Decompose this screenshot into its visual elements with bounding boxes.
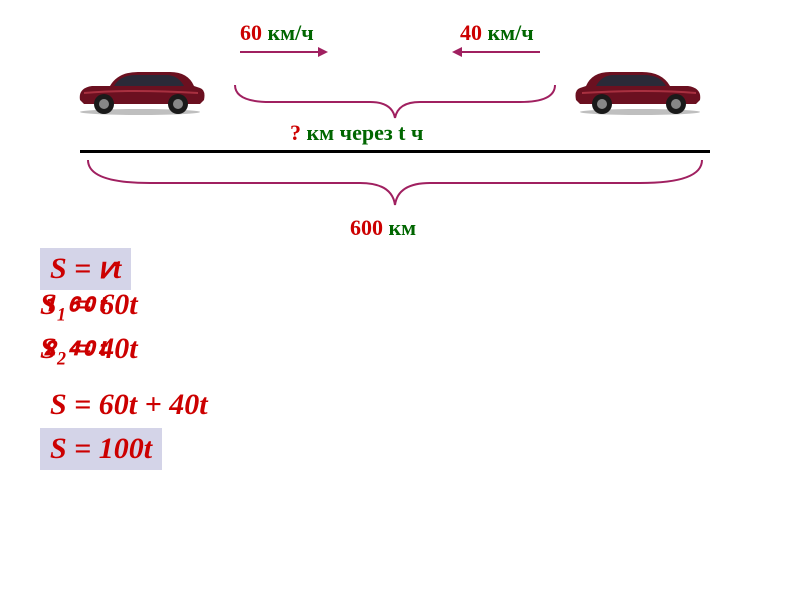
speed-right-label: 40 км/ч (460, 20, 534, 46)
arrow-right-icon (240, 46, 330, 58)
formulas-block: S = 𝑣t 𝟏 𝟔𝟎𝐭 S₁ = 60t 𝟐 𝟒𝟎𝐭 S₂ = 40t S =… (40, 240, 760, 464)
formula-s1-front: S₁ = 60t (40, 288, 138, 322)
brace-top-icon (230, 80, 560, 120)
speed-right-value: 40 (460, 20, 482, 45)
formula-s2-front: S₂ = 40t (40, 332, 138, 366)
question-mark: ? (290, 120, 301, 145)
car-right-icon (570, 60, 710, 115)
question-label: ? км через t ч (290, 120, 423, 146)
speed-right-unit: км/ч (488, 20, 534, 45)
road-line (80, 150, 710, 153)
total-distance-label: 600 км (350, 215, 416, 241)
arrow-left-icon (450, 46, 540, 58)
formula-s-vt: S = 𝑣t (40, 248, 131, 290)
formula-result: S = 100t (40, 428, 162, 470)
formula-s2: 𝟐 𝟒𝟎𝐭 S₂ = 40t (40, 332, 760, 372)
speed-left-value: 60 (240, 20, 262, 45)
question-text: км через t ч (307, 120, 424, 145)
car-left-icon (70, 60, 210, 115)
speed-left-unit: км/ч (268, 20, 314, 45)
speed-left-label: 60 км/ч (240, 20, 314, 46)
motion-diagram: 60 км/ч 40 км/ч ? км через t ч (80, 20, 720, 270)
formula-s1: 𝟏 𝟔𝟎𝐭 S₁ = 60t (40, 288, 760, 328)
total-distance-value: 600 (350, 215, 383, 240)
brace-bottom-icon (80, 155, 710, 210)
total-distance-unit: км (389, 215, 417, 240)
